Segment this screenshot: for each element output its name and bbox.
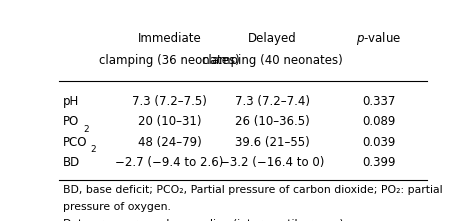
Text: BD, base deficit; PCO₂, Partial pressure of carbon dioxide; PO₂: partial: BD, base deficit; PCO₂, Partial pressure… — [63, 185, 443, 195]
Text: −2.7 (−9.4 to 2.6): −2.7 (−9.4 to 2.6) — [115, 156, 224, 169]
Text: 7.3 (7.2–7.4): 7.3 (7.2–7.4) — [235, 95, 310, 108]
Text: 39.6 (21–55): 39.6 (21–55) — [235, 136, 310, 149]
Text: PCO: PCO — [63, 136, 87, 149]
Text: 20 (10–31): 20 (10–31) — [138, 115, 201, 128]
Text: Delayed: Delayed — [248, 32, 297, 45]
Text: pH: pH — [63, 95, 79, 108]
Text: 26 (10–36.5): 26 (10–36.5) — [235, 115, 310, 128]
Text: Immediate: Immediate — [137, 32, 201, 45]
Text: 0.399: 0.399 — [362, 156, 396, 169]
Text: clamping (36 neonates): clamping (36 neonates) — [99, 54, 240, 67]
Text: 7.3 (7.2–7.5): 7.3 (7.2–7.5) — [132, 95, 207, 108]
Text: $p$-value: $p$-value — [356, 30, 401, 47]
Text: Data are expressed as median (interquartile range).: Data are expressed as median (interquart… — [63, 219, 347, 221]
Text: 48 (24–79): 48 (24–79) — [137, 136, 201, 149]
Text: 0.039: 0.039 — [362, 136, 395, 149]
Text: pressure of oxygen.: pressure of oxygen. — [63, 202, 171, 212]
Text: 2: 2 — [83, 125, 89, 134]
Text: clamping (40 neonates): clamping (40 neonates) — [202, 54, 343, 67]
Text: 0.089: 0.089 — [362, 115, 395, 128]
Text: 2: 2 — [90, 145, 96, 154]
Text: 0.337: 0.337 — [362, 95, 395, 108]
Text: −3.2 (−16.4 to 0): −3.2 (−16.4 to 0) — [220, 156, 325, 169]
Text: BD: BD — [63, 156, 80, 169]
Text: PO: PO — [63, 115, 79, 128]
